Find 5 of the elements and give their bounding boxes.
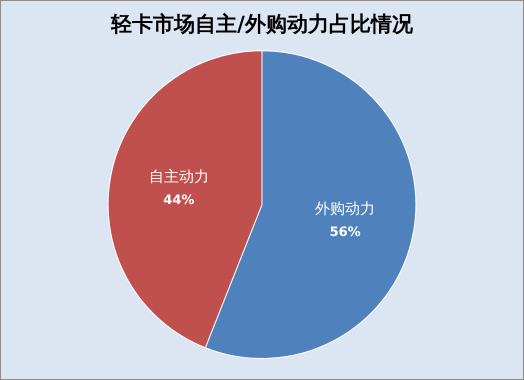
data-label: 56% <box>330 224 361 240</box>
data-label: 44% <box>163 193 194 208</box>
slice-label: 外购动力 <box>315 199 376 218</box>
chart-title: 轻卡市场自主/外购动力占比情况 <box>110 12 414 36</box>
slice-label: 自主动力 <box>148 168 209 186</box>
